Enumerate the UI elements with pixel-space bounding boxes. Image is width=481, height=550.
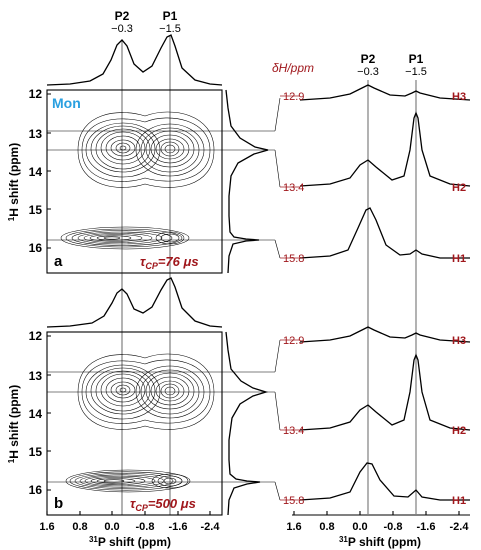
panel-a-top-projection — [46, 34, 223, 86]
panel-a-contours — [60, 111, 215, 250]
right-peak-p1-shift: −1.5 — [405, 66, 427, 78]
svg-text:15: 15 — [29, 445, 43, 459]
panel-b-top-projection — [46, 277, 223, 328]
slice-b-h3-name: H3 — [452, 335, 466, 347]
slice-b-h3-shift: 12.9 — [283, 335, 304, 347]
svg-text:13: 13 — [29, 369, 43, 383]
svg-text:15: 15 — [29, 203, 43, 217]
slice-labels: 12.9 H3 13.4 H2 15.8 H1 12.9 H3 13.4 H2 … — [283, 91, 466, 507]
panel-b-y-ticks: 12 13 14 15 16 — [29, 329, 43, 497]
svg-text:-0.8: -0.8 — [136, 521, 155, 533]
sample-label: Mon — [52, 95, 81, 111]
slice-a-h2-name: H2 — [452, 182, 466, 194]
slice-b-h1 — [299, 462, 470, 501]
left-x-ticks: 1.6 0.8 0.0 -0.8 -1.6 -2.4 — [39, 521, 220, 533]
panel-a-right-projection — [225, 89, 269, 274]
svg-text:-0.8: -0.8 — [384, 521, 403, 533]
y-tick-marks — [47, 93, 51, 491]
panel-b-y-title: 1H shift (ppm) — [7, 385, 21, 463]
svg-text:12: 12 — [29, 329, 43, 343]
left-x-tick-marks — [46, 511, 211, 515]
slice-b-h2-name: H2 — [452, 425, 466, 437]
slice-a-h1 — [299, 207, 470, 259]
conn-b-h2 — [274, 391, 281, 431]
peak-p1-name: P1 — [163, 9, 178, 23]
slice-b-h1-shift: 15.8 — [283, 495, 304, 507]
panel-a-y-title: 1H shift (ppm) — [7, 143, 21, 221]
conn-b-h1 — [274, 481, 281, 501]
panel-a-letter: a — [54, 253, 63, 270]
slice-a-h1-name: H1 — [452, 253, 466, 265]
svg-text:13: 13 — [29, 127, 43, 141]
right-peak-p2-shift: −0.3 — [357, 66, 379, 78]
svg-text:12: 12 — [29, 87, 43, 101]
slice-b-h3 — [299, 326, 471, 343]
panel-b-frame — [46, 331, 223, 516]
right-x-tick-marks — [293, 511, 460, 515]
peak-p2-shift: −0.3 — [111, 23, 133, 35]
right-header: δH/ppm — [272, 61, 314, 75]
svg-text:14: 14 — [29, 165, 43, 179]
right-peak-p2-name: P2 — [361, 52, 376, 66]
panel-a-frame — [46, 89, 223, 274]
svg-text:16: 16 — [29, 241, 43, 255]
left-x-title: 31P shift (ppm) — [89, 535, 171, 549]
panel-b-letter: b — [54, 495, 63, 512]
panel-a-y-ticks: 12 13 14 15 16 — [29, 87, 43, 255]
slice-b-h2-shift: 13.4 — [283, 425, 304, 437]
slice-b-h2 — [299, 353, 471, 431]
slice-a-h2-shift: 13.4 — [283, 182, 304, 194]
peak-p1-shift: −1.5 — [159, 23, 181, 35]
svg-text:0.8: 0.8 — [319, 521, 334, 533]
svg-text:-1.6: -1.6 — [417, 521, 436, 533]
slice-b-h1-name: H1 — [452, 495, 466, 507]
svg-text:-2.4: -2.4 — [450, 521, 470, 533]
panel-b-contours — [65, 353, 215, 493]
svg-text:1.6: 1.6 — [286, 521, 301, 533]
svg-text:-1.6: -1.6 — [169, 521, 188, 533]
conn-a-h1 — [274, 239, 281, 259]
svg-text:1.6: 1.6 — [39, 521, 54, 533]
svg-text:16: 16 — [29, 483, 43, 497]
svg-text:0.0: 0.0 — [352, 521, 367, 533]
conn-a-h2 — [274, 149, 281, 188]
peak-p2-name: P2 — [115, 9, 130, 23]
panel-b-right-projection — [225, 331, 269, 516]
conn-a-h3 — [274, 97, 281, 132]
panel-b-tau: τCP=500 μs — [130, 496, 196, 513]
slice-a-h1-shift: 15.8 — [283, 253, 304, 265]
right-x-title: 31P shift (ppm) — [339, 535, 421, 549]
svg-text:0.8: 0.8 — [72, 521, 87, 533]
svg-text:0.0: 0.0 — [104, 521, 119, 533]
slice-a-h2 — [299, 111, 471, 187]
svg-text:-2.4: -2.4 — [201, 521, 221, 533]
svg-text:14: 14 — [29, 407, 43, 421]
panel-a-tau: τCP=76 μs — [140, 254, 199, 271]
slice-a-h3-name: H3 — [452, 91, 466, 103]
right-peak-p1-name: P1 — [409, 52, 424, 66]
slice-a-h3-shift: 12.9 — [283, 91, 304, 103]
right-x-ticks: 1.6 0.8 0.0 -0.8 -1.6 -2.4 — [286, 521, 469, 533]
slice-a-h3 — [299, 84, 471, 101]
conn-b-h3 — [274, 339, 281, 373]
